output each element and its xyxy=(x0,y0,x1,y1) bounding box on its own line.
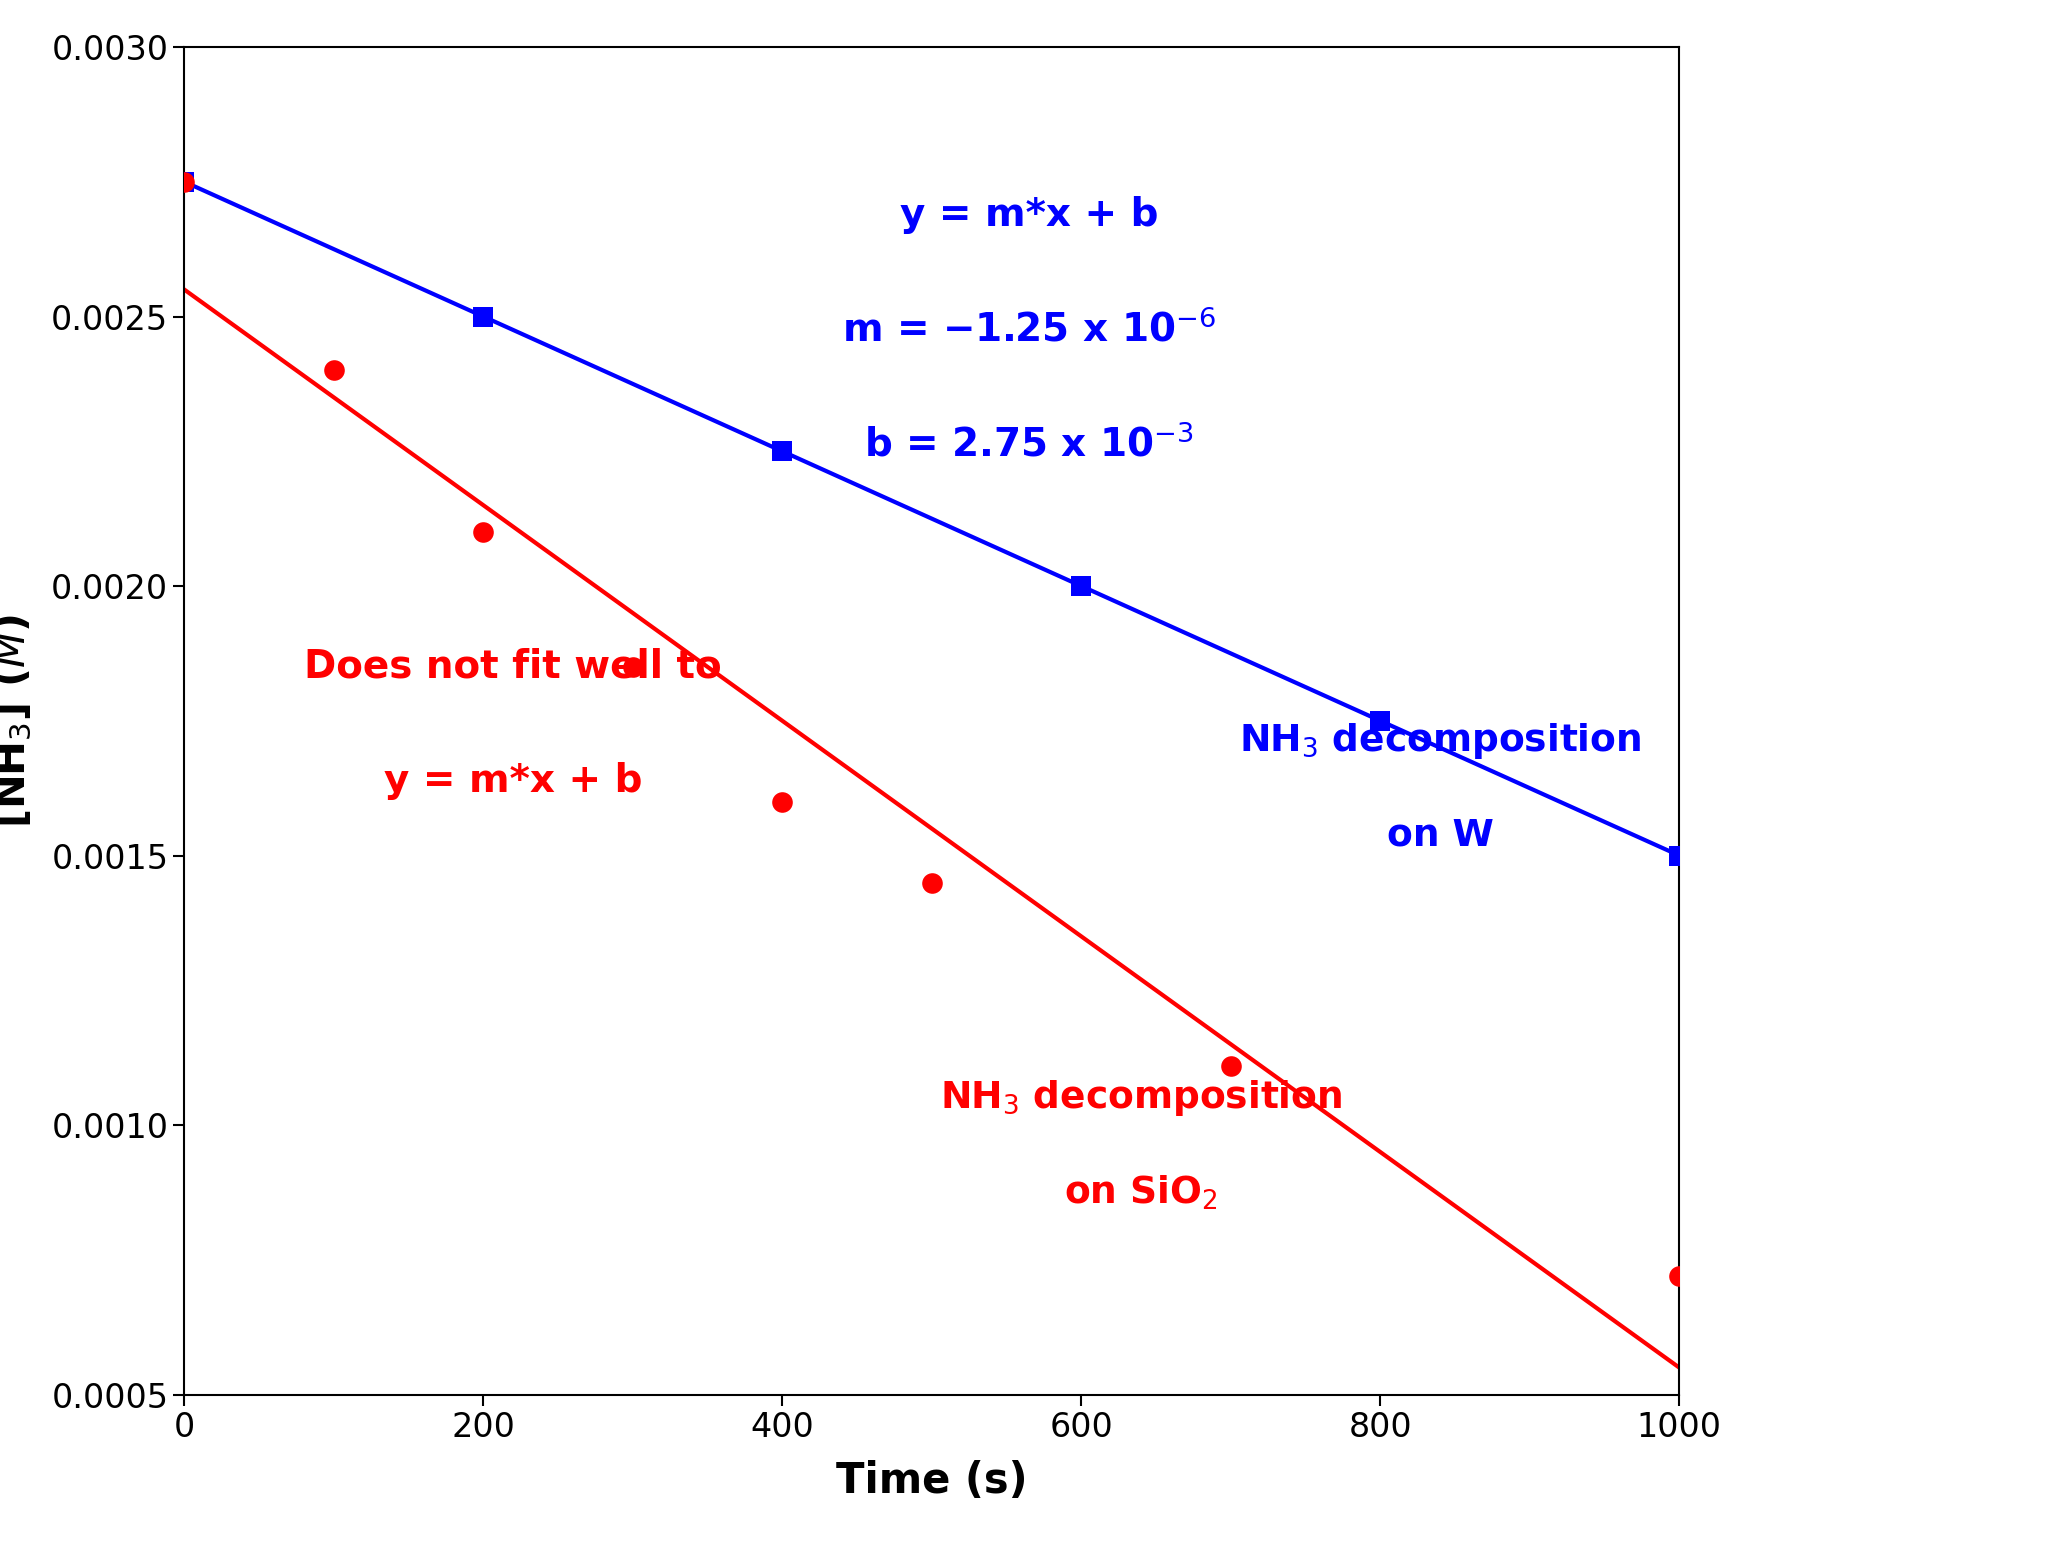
Point xyxy=(1364,708,1397,733)
Text: b = 2.75 x 10$^{-3}$: b = 2.75 x 10$^{-3}$ xyxy=(864,425,1194,464)
Point xyxy=(1663,1263,1696,1288)
Text: on SiO$_2$: on SiO$_2$ xyxy=(1065,1174,1219,1211)
Point xyxy=(168,169,201,194)
Point xyxy=(616,655,649,680)
Point xyxy=(467,304,500,329)
Point xyxy=(168,169,201,194)
Text: NH$_3$ decomposition: NH$_3$ decomposition xyxy=(1239,721,1640,762)
Text: NH$_3$ decomposition: NH$_3$ decomposition xyxy=(940,1078,1341,1119)
Text: y = m*x + b: y = m*x + b xyxy=(899,196,1159,235)
Point xyxy=(467,520,500,545)
Point xyxy=(766,790,799,815)
Text: Does not fit well to: Does not fit well to xyxy=(305,647,723,686)
Point xyxy=(1214,1053,1247,1078)
Text: m = −1.25 x 10$^{-6}$: m = −1.25 x 10$^{-6}$ xyxy=(842,310,1217,349)
Point xyxy=(766,439,799,464)
Point xyxy=(1663,843,1696,868)
Point xyxy=(915,870,948,895)
Point xyxy=(1065,574,1098,599)
Y-axis label: [NH$_3$] ($M$): [NH$_3$] ($M$) xyxy=(0,614,35,827)
Text: y = m*x + b: y = m*x + b xyxy=(383,763,643,801)
Point xyxy=(317,357,350,382)
X-axis label: Time (s): Time (s) xyxy=(836,1460,1028,1503)
Text: on W: on W xyxy=(1386,818,1493,854)
